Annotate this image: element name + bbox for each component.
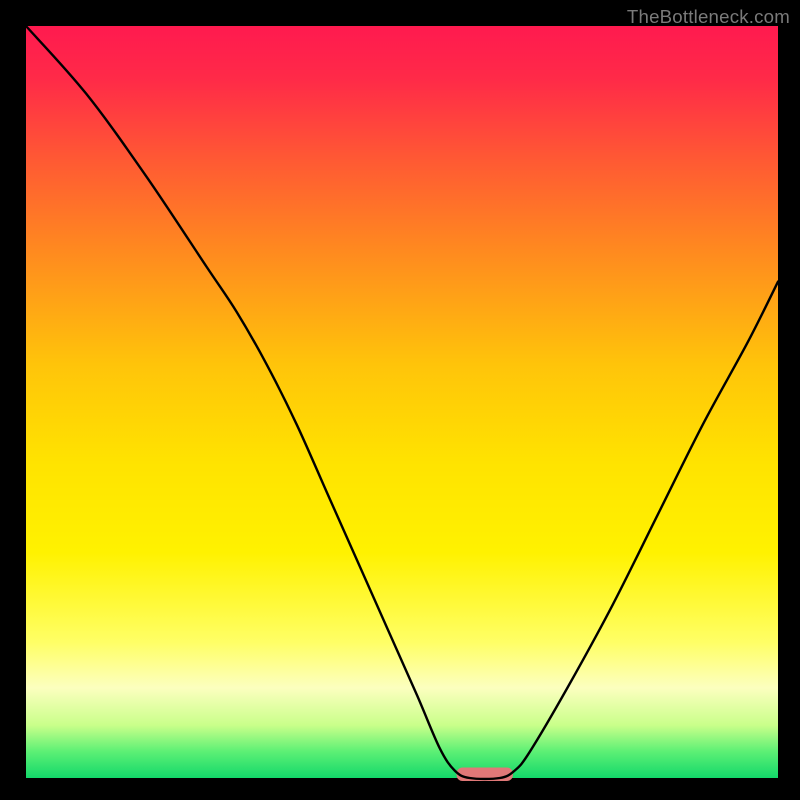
chart-stage: TheBottleneck.com bbox=[0, 0, 800, 800]
watermark-label: TheBottleneck.com bbox=[627, 6, 790, 28]
plot-area bbox=[26, 26, 778, 778]
bottleneck-chart bbox=[0, 0, 800, 800]
